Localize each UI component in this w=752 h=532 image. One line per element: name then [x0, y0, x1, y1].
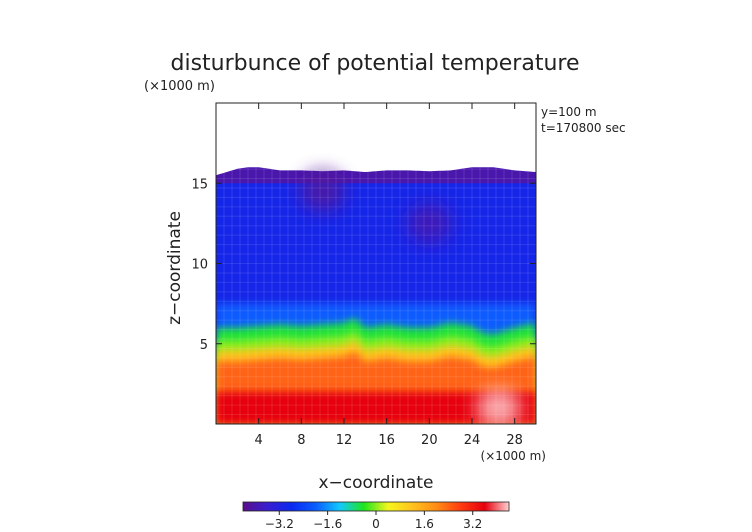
colorbar-tick-label: 1.6: [415, 517, 434, 531]
colorbar-ticks: −3.2 −1.6 0 1.6 3.2: [265, 511, 482, 531]
y-tick-label: 5: [200, 338, 208, 353]
colorbar-gradient: [242, 501, 510, 512]
colorbar-tick-label: 0: [372, 517, 380, 531]
x-tick-label: 16: [378, 433, 395, 448]
y-tick-label: 10: [191, 258, 208, 273]
y-axis: 5 10 15: [191, 177, 536, 353]
feature-purple-blob-right: [407, 203, 452, 244]
heatmap-layers: [216, 167, 536, 424]
colorbar: −3.2 −1.6 0 1.6 3.2: [242, 501, 510, 531]
colorbar-tick-label: 3.2: [463, 517, 482, 531]
plot-area: [216, 103, 536, 424]
colorbar-tick-label: −1.6: [313, 517, 342, 531]
feature-purple-blob-upper: [300, 171, 345, 212]
contour-mesh: [216, 111, 536, 424]
colorbar-tick-label: −3.2: [265, 517, 294, 531]
heatmap-layer-red-base: [216, 391, 536, 424]
x-axis-label: x−coordinate: [319, 473, 434, 493]
y-axis-label: z−coordinate: [165, 211, 185, 325]
x-tick-label: 20: [421, 433, 438, 448]
chart-title: disturbunce of potential temperature: [171, 51, 580, 76]
heatmap-features: [300, 171, 521, 424]
x-tick-label: 24: [464, 433, 481, 448]
feature-red-hot-spot: [476, 387, 521, 424]
title-units: (×1000 m): [144, 79, 215, 94]
x-tick-label: 4: [255, 433, 263, 448]
y-tick-label: 15: [191, 177, 208, 192]
x-tick-label: 8: [297, 433, 305, 448]
x-tick-label: 12: [336, 433, 353, 448]
x-axis-units: (×1000 m): [481, 449, 546, 463]
x-tick-label: 28: [506, 433, 523, 448]
annotation-t: t=170800 sec: [541, 121, 626, 135]
x-axis: 4 8 12 16 20 24 28: [255, 103, 523, 448]
annotation-y: y=100 m: [541, 105, 597, 119]
